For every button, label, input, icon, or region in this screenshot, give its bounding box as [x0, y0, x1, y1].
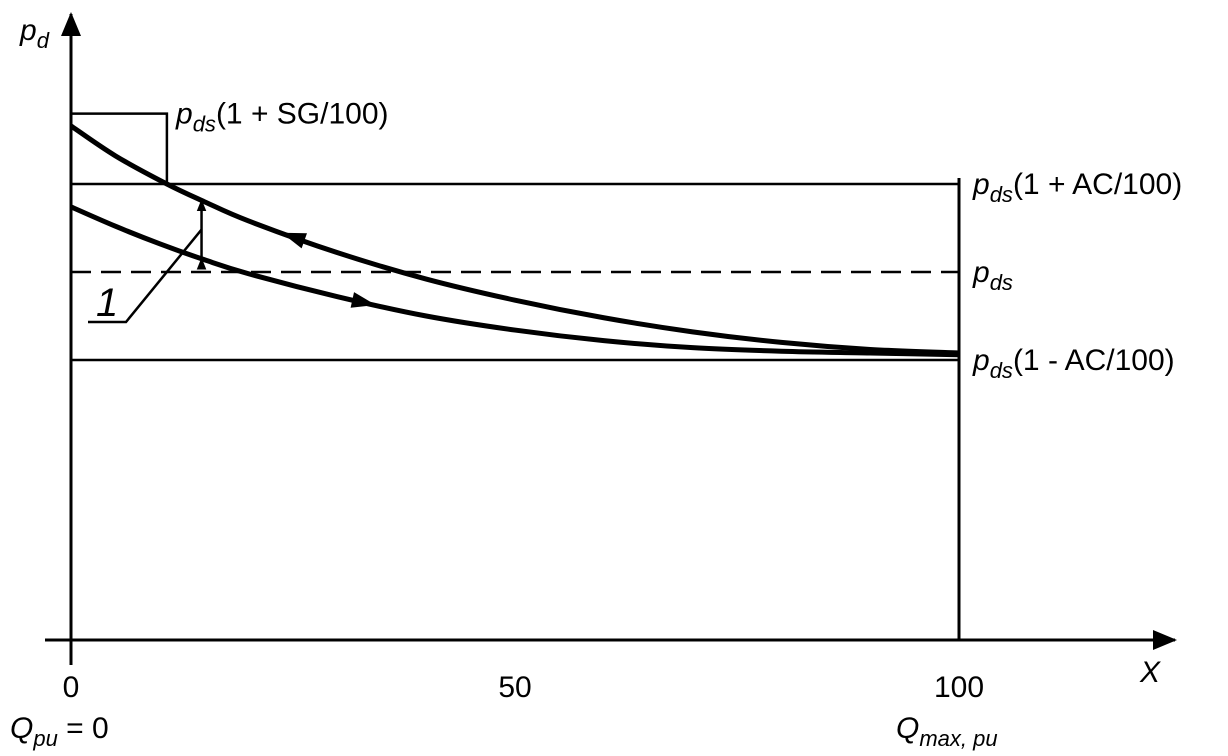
q-max-label: Qmax, pu	[896, 712, 998, 751]
x-tick-label: 0	[63, 671, 80, 704]
annotation-leader-line	[88, 228, 203, 324]
surge-limit-label: pds(1 + SG/100)	[175, 98, 389, 137]
decreasing-flow-curve	[69, 123, 960, 356]
q-pu-zero-label: Qpu = 0	[10, 712, 109, 751]
setpoint-label: pds	[972, 256, 1013, 295]
upper-limit-label: pds(1 + AC/100)	[972, 168, 1182, 207]
decreasing-flow-direction-arrow	[281, 232, 307, 249]
y-axis-label: pd	[19, 14, 50, 53]
annotation-label: 1	[96, 281, 118, 325]
x-axis-label: X	[1139, 656, 1161, 689]
lower-limit-label: pds(1 - AC/100)	[972, 344, 1175, 383]
x-tick-label: 100	[934, 671, 984, 704]
surge-limit-step	[71, 112, 169, 184]
increasing-flow-direction-arrow	[350, 292, 376, 308]
x-tick-label: 50	[498, 671, 531, 704]
increasing-flow-curve	[70, 204, 960, 358]
